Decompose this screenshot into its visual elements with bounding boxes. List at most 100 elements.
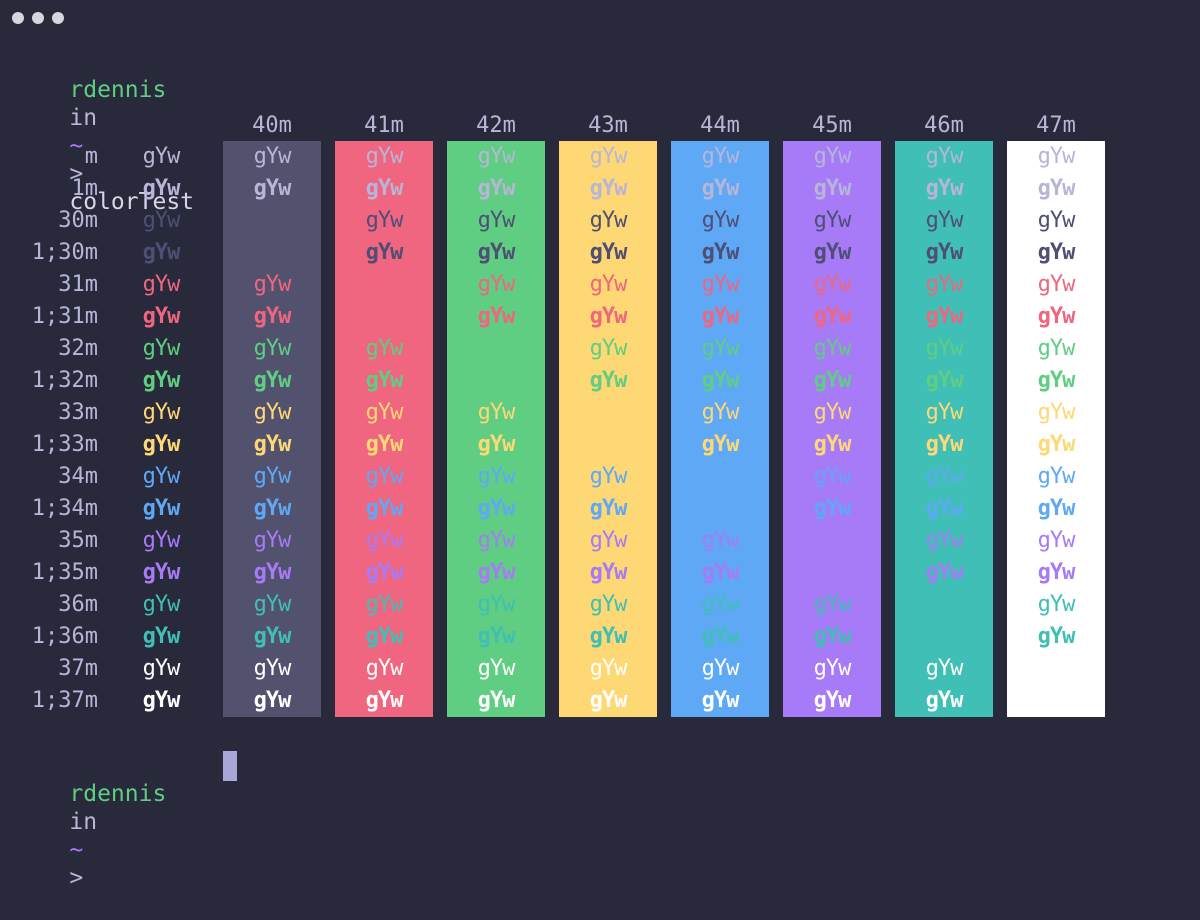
sample-cell: gYw bbox=[813, 432, 852, 457]
sample-cell: gYw bbox=[142, 624, 181, 649]
sample-cell: gYw bbox=[925, 688, 964, 713]
sample-cell: gYw bbox=[253, 624, 292, 649]
sample-cell: gYw bbox=[589, 336, 628, 361]
sample-cell: gYw bbox=[142, 464, 181, 489]
sample-cell: gYw bbox=[142, 368, 181, 393]
row-label: 35m bbox=[58, 528, 98, 553]
sample-cell: gYw bbox=[589, 176, 628, 201]
terminal-window: rdennis in ~ > colorTest 40m 41m 42m 43m 44m… bbox=[12, 12, 1105, 891]
sample-cell: gYw bbox=[589, 496, 628, 521]
row-label: 1;32m bbox=[31, 368, 98, 393]
prompt-in: in bbox=[69, 809, 98, 835]
prompt-dir: ~ bbox=[69, 837, 84, 863]
sample-cell: gYw bbox=[701, 624, 740, 649]
sample-cell: gYw bbox=[365, 336, 404, 361]
bg-column-43m bbox=[559, 141, 657, 717]
sample-cell: gYw bbox=[1037, 464, 1076, 489]
sample-cell: gYw bbox=[589, 560, 628, 585]
prompt-user: rdennis bbox=[69, 77, 167, 103]
row-label: 32m bbox=[58, 336, 98, 361]
sample-cell: gYw bbox=[1037, 368, 1076, 393]
sample-cell: gYw bbox=[813, 240, 852, 265]
sample-cell: gYw bbox=[589, 624, 628, 649]
sample-cell: gYw bbox=[253, 432, 292, 457]
sample-cell: gYw bbox=[477, 208, 516, 233]
column-header: 41m bbox=[364, 113, 404, 138]
row-label: 33m bbox=[58, 400, 98, 425]
sample-cell: gYw bbox=[925, 464, 964, 489]
sample-cell: gYw bbox=[253, 368, 292, 393]
command-line: rdennis in ~ > colorTest bbox=[14, 48, 194, 244]
sample-cell: gYw bbox=[1037, 176, 1076, 201]
sample-cell: gYw bbox=[589, 592, 628, 617]
sample-cell: gYw bbox=[1037, 240, 1076, 265]
bg-column-46m bbox=[895, 141, 993, 717]
sample-cell: gYw bbox=[365, 528, 404, 553]
row-label: 1;30m bbox=[31, 240, 98, 265]
sample-cell: gYw bbox=[813, 304, 852, 329]
close-window-dot[interactable] bbox=[12, 12, 24, 24]
sample-cell: gYw bbox=[253, 464, 292, 489]
sample-cell: gYw bbox=[701, 528, 740, 553]
sample-cell: gYw bbox=[253, 336, 292, 361]
sample-cell: gYw bbox=[589, 688, 628, 713]
sample-cell: gYw bbox=[813, 656, 852, 681]
row-label: 1;34m bbox=[31, 496, 98, 521]
sample-cell: gYw bbox=[477, 272, 516, 297]
sample-cell: gYw bbox=[701, 304, 740, 329]
sample-cell: gYw bbox=[253, 304, 292, 329]
sample-cell: gYw bbox=[701, 208, 740, 233]
prompt-user: rdennis bbox=[69, 781, 167, 807]
sample-cell: gYw bbox=[813, 176, 852, 201]
sample-cell: gYw bbox=[253, 592, 292, 617]
sample-cell: gYw bbox=[925, 272, 964, 297]
column-header: 44m bbox=[700, 113, 740, 138]
sample-cell: gYw bbox=[701, 560, 740, 585]
sample-cell: gYw bbox=[142, 240, 181, 265]
sample-cell: gYw bbox=[813, 496, 852, 521]
sample-cell: gYw bbox=[365, 432, 404, 457]
prompt-line[interactable]: rdennis in ~ > bbox=[14, 752, 166, 920]
column-header: 46m bbox=[924, 113, 964, 138]
zoom-window-dot[interactable] bbox=[52, 12, 64, 24]
sample-cell: gYw bbox=[142, 688, 181, 713]
row-label: 30m bbox=[58, 208, 98, 233]
sample-cell: gYw bbox=[1037, 528, 1076, 553]
sample-cell: gYw bbox=[253, 144, 292, 169]
row-label: 1;36m bbox=[31, 624, 98, 649]
prompt-arrow: > bbox=[69, 865, 84, 891]
sample-cell: gYw bbox=[925, 336, 964, 361]
sample-cell: gYw bbox=[253, 400, 292, 425]
sample-cell: gYw bbox=[1037, 624, 1076, 649]
sample-cell: gYw bbox=[813, 336, 852, 361]
sample-cell: gYw bbox=[701, 336, 740, 361]
sample-cell: gYw bbox=[701, 592, 740, 617]
sample-cell: gYw bbox=[589, 304, 628, 329]
sample-cell: gYw bbox=[925, 528, 964, 553]
sample-cell: gYw bbox=[142, 560, 181, 585]
sample-cell: gYw bbox=[813, 208, 852, 233]
sample-cell: gYw bbox=[1037, 208, 1076, 233]
sample-cell: gYw bbox=[701, 656, 740, 681]
sample-cell: gYw bbox=[253, 688, 292, 713]
sample-cell: gYw bbox=[813, 464, 852, 489]
sample-cell: gYw bbox=[142, 656, 181, 681]
sample-cell: gYw bbox=[589, 656, 628, 681]
sample-cell: gYw bbox=[813, 368, 852, 393]
sample-cell: gYw bbox=[142, 496, 181, 521]
sample-cell: gYw bbox=[589, 368, 628, 393]
sample-cell: gYw bbox=[813, 144, 852, 169]
sample-cell: gYw bbox=[477, 176, 516, 201]
sample-cell: gYw bbox=[253, 656, 292, 681]
sample-cell: gYw bbox=[365, 592, 404, 617]
sample-cell: gYw bbox=[253, 528, 292, 553]
sample-cell: gYw bbox=[925, 144, 964, 169]
minimize-window-dot[interactable] bbox=[32, 12, 44, 24]
sample-cell: gYw bbox=[589, 240, 628, 265]
sample-cell: gYw bbox=[477, 144, 516, 169]
row-label: 1m bbox=[71, 176, 99, 201]
column-header: 47m bbox=[1036, 113, 1076, 138]
sample-cell: gYw bbox=[589, 464, 628, 489]
sample-cell: gYw bbox=[365, 656, 404, 681]
sample-cell: gYw bbox=[477, 240, 516, 265]
